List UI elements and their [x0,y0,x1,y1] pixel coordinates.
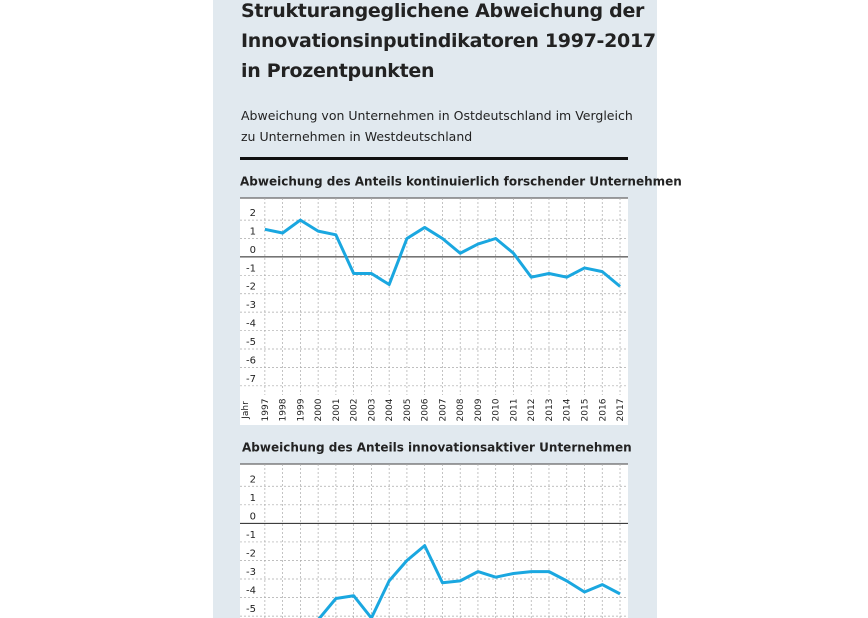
y-tick-label: -4 [246,586,256,597]
x-tick-label: 2017 [616,399,626,422]
y-tick-label: 0 [250,511,256,522]
x-tick-label: 1998 [279,398,289,421]
y-tick-label: -2 [246,548,256,559]
x-tick-label: 2002 [350,399,360,422]
y-tick-label: -6 [246,355,256,366]
y-tick-label: 1 [250,227,256,238]
x-tick-label: 2014 [563,398,573,421]
x-tick-label: 2006 [421,398,431,421]
x-tick-label: 2005 [403,399,413,422]
y-tick-label: -2 [246,282,256,293]
x-tick-label: 2007 [438,399,448,422]
chart-title: Abweichung des Anteils kontinuierlich fo… [240,175,682,189]
x-tick-label: 2009 [474,398,484,421]
y-tick-label: -1 [246,530,256,541]
y-tick-label: -3 [246,300,256,311]
x-tick-label: 2001 [332,399,342,422]
y-tick-label: -7 [246,374,256,385]
chart-title: Abweichung des Anteils innovationsaktive… [242,441,632,455]
y-tick-label: 2 [250,208,256,219]
x-tick-label: 2000 [314,398,324,421]
plot-area [240,464,628,618]
x-tick-label: 2012 [527,399,537,422]
x-tick-label: 2015 [580,399,590,422]
y-tick-label: 0 [250,245,256,256]
y-tick-label: -3 [246,567,256,578]
x-tick-label: 2004 [385,398,395,421]
x-tick-label: 2010 [492,398,502,421]
x-tick-label: 2013 [545,399,555,422]
y-tick-label: 1 [250,493,256,504]
line [264,218,621,288]
y-tick-label: -5 [246,604,256,615]
y-tick-label: -5 [246,337,256,348]
y-tick-label: 2 [250,474,256,485]
line [317,544,621,618]
x-tick-label: 1997 [261,399,271,422]
y-tick-label: -4 [246,319,256,330]
series-group [264,218,621,288]
title: Strukturangeglichene Abweichung der Inno… [241,0,656,82]
x-tick-label: 1999 [296,398,306,421]
subtitle: Abweichung von Unternehmen in Ostdeutsch… [241,108,633,144]
x-tick-label: 2011 [509,399,519,422]
x-tick-label: 2003 [367,399,377,422]
series-group [317,544,621,618]
x-tick-label: 2008 [456,398,466,421]
x-axis-label: Jahr [241,401,251,420]
rule [240,157,628,160]
x-tick-label: 2016 [598,398,608,421]
y-tick-label: -1 [246,263,256,274]
plot-area [240,198,628,425]
